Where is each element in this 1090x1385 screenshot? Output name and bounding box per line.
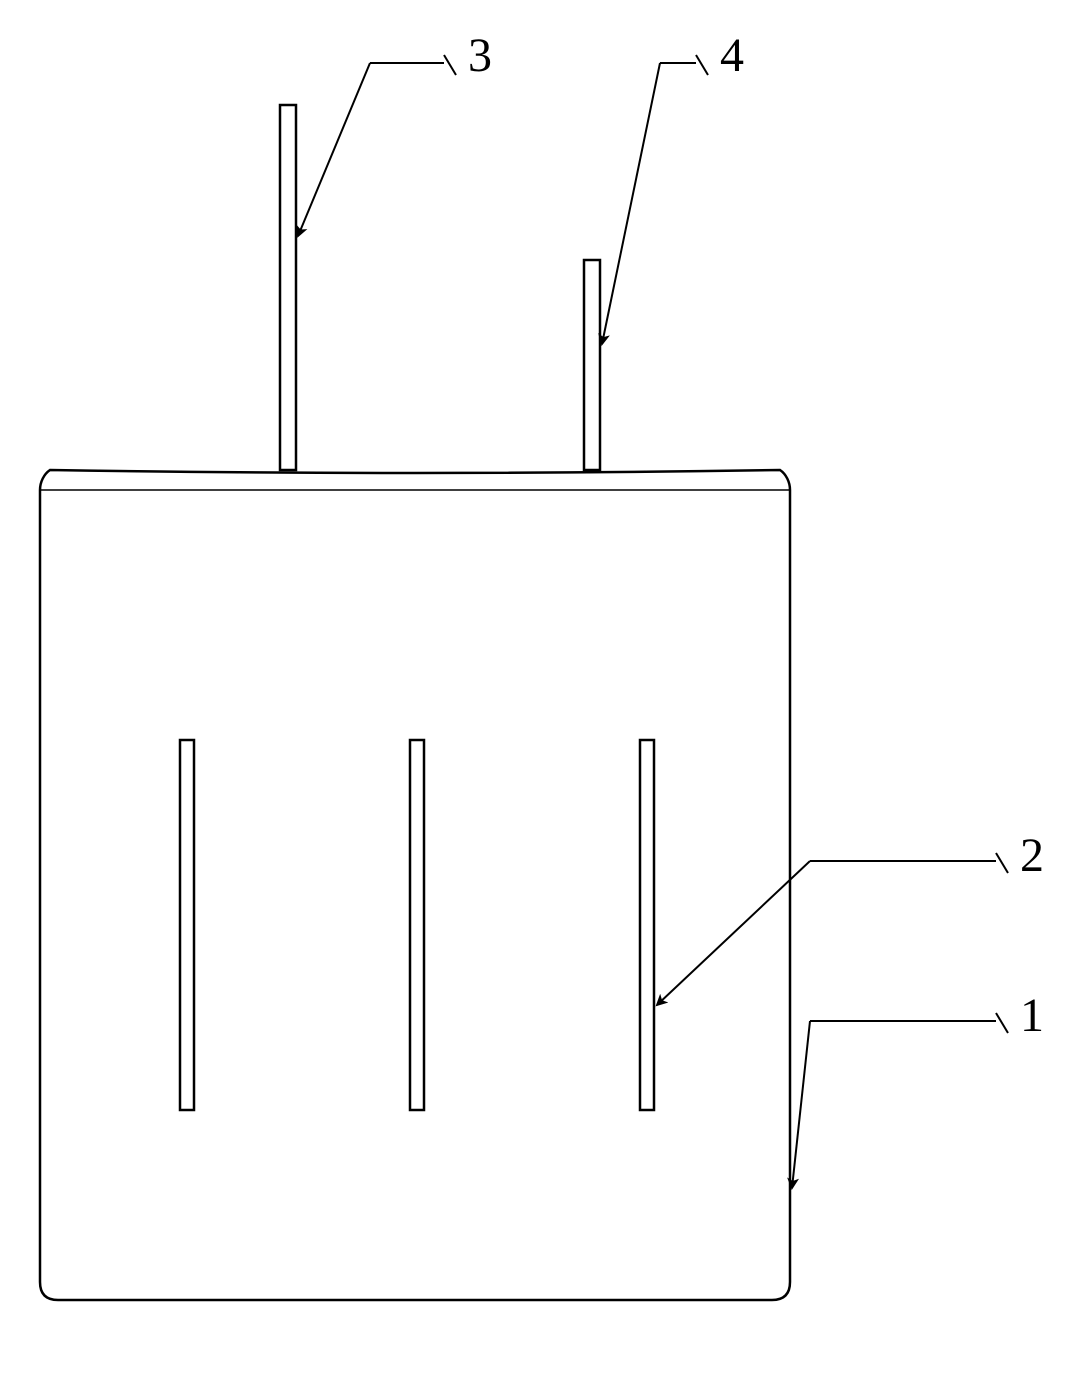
leader-arrow-3 <box>298 63 370 236</box>
callout-label-1: 1 <box>1020 988 1044 1043</box>
technical-diagram <box>0 0 1090 1385</box>
callout-label-2: 2 <box>1020 828 1044 883</box>
leader-tick-2 <box>996 853 1008 873</box>
slot-1 <box>180 740 194 1110</box>
leader-arrow-1 <box>792 1021 810 1188</box>
leader-tick-3 <box>444 55 456 75</box>
slot-3 <box>640 740 654 1110</box>
callout-label-3: 3 <box>468 28 492 83</box>
rod-3 <box>280 105 296 470</box>
leader-arrow-4 <box>602 63 660 344</box>
slot-2 <box>410 740 424 1110</box>
leader-tick-4 <box>696 55 708 75</box>
rod-4 <box>584 260 600 470</box>
leader-tick-1 <box>996 1013 1008 1033</box>
callout-label-4: 4 <box>720 28 744 83</box>
